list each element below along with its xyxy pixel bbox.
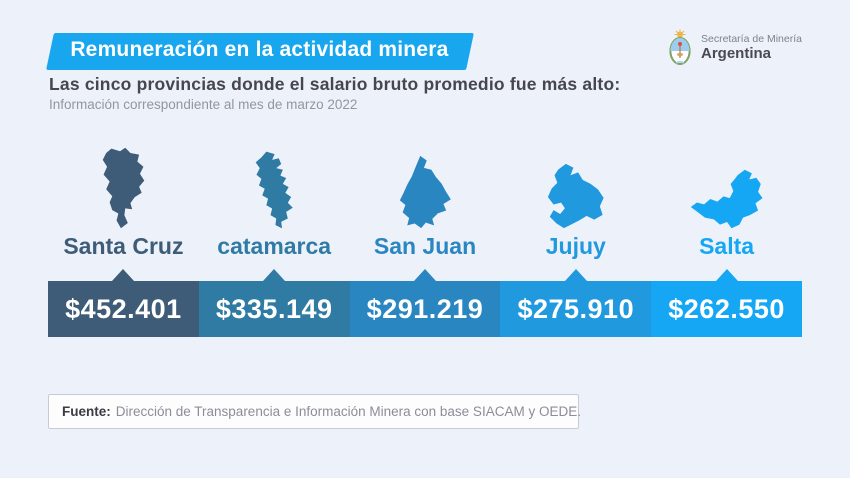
province-name: San Juan bbox=[373, 233, 477, 259]
province-column-catamarca: catamarca $335.149 bbox=[198, 140, 350, 337]
provinces-row: Santa Cruz $452.401 catamarca $335.149 San J… bbox=[48, 140, 802, 337]
salary-value: $262.550 bbox=[651, 281, 802, 337]
province-column-santa-cruz: Santa Cruz $452.401 bbox=[48, 140, 199, 337]
province-name: Santa Cruz bbox=[63, 233, 184, 259]
province-name: Salta bbox=[699, 233, 755, 259]
pointer-up-triangle bbox=[413, 269, 436, 281]
gov-logo: Secretaría de Minería Argentina bbox=[668, 29, 802, 66]
province-column-san-juan: San Juan $291.219 bbox=[349, 140, 501, 337]
pointer-up-triangle bbox=[263, 269, 286, 281]
gov-logo-text: Secretaría de Minería Argentina bbox=[701, 33, 802, 62]
province-column-salta: Salta $262.550 bbox=[651, 140, 802, 337]
province-name: Jujuy bbox=[545, 233, 606, 259]
source-text: Dirección de Transparencia e Información… bbox=[115, 404, 581, 419]
salary-value: $335.149 bbox=[198, 281, 350, 337]
period-note: Información correspondiente al mes de ma… bbox=[49, 97, 358, 112]
source-box: Fuente: Dirección de Transparencia e Inf… bbox=[48, 394, 581, 429]
salary-value: $291.219 bbox=[349, 281, 501, 337]
pointer-up-triangle bbox=[715, 269, 738, 281]
province-map-santa-cruz-icon bbox=[101, 140, 146, 230]
page-title: Remuneración en la actividad minera bbox=[70, 38, 449, 61]
province-map-catamarca-icon bbox=[254, 140, 294, 230]
province-map-jujuy-icon bbox=[546, 140, 606, 230]
province-column-jujuy: Jujuy $275.910 bbox=[500, 140, 652, 337]
org-country: Argentina bbox=[701, 44, 772, 62]
source-label: Fuente: bbox=[62, 404, 111, 419]
salary-value: $275.910 bbox=[500, 281, 652, 337]
argentina-coat-of-arms-icon bbox=[669, 29, 691, 65]
pointer-up-triangle bbox=[564, 269, 587, 281]
subtitle-heading: Las cinco provincias donde el salario br… bbox=[49, 74, 621, 94]
title-banner: Remuneración en la actividad minera bbox=[46, 33, 475, 70]
province-map-salta-icon bbox=[689, 140, 764, 230]
org-name: Secretaría de Minería bbox=[701, 32, 802, 45]
province-name: catamarca bbox=[217, 233, 332, 259]
salary-value: $452.401 bbox=[48, 281, 199, 337]
pointer-up-triangle bbox=[112, 269, 135, 281]
province-map-san-juan-icon bbox=[398, 140, 453, 230]
